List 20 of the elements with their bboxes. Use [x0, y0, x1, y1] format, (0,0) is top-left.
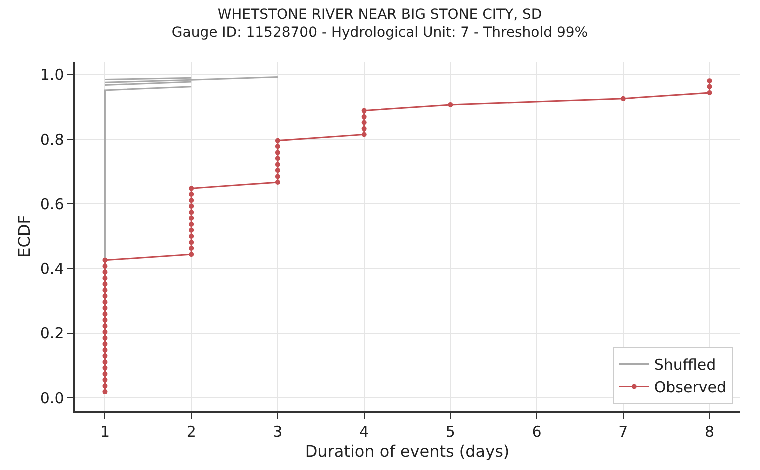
y-tick-label: 0.8 — [40, 130, 64, 149]
x-tick-label: 7 — [618, 422, 628, 441]
x-tick-label: 8 — [704, 422, 715, 441]
chart-subtitle: Gauge ID: 11528700 - Hydrological Unit: 7 - Threshold 99% — [172, 25, 588, 41]
x-tick-label: 4 — [360, 422, 370, 441]
legend-label: Observed — [654, 378, 727, 397]
x-tick-label: 3 — [273, 422, 283, 441]
x-axis-title: Duration of events (days) — [305, 442, 510, 461]
y-axis-title: ECDF — [14, 215, 34, 258]
x-tick-label: 5 — [446, 422, 456, 441]
legend-label: Shuffled — [654, 356, 716, 374]
chart-title: WHETSTONE RIVER NEAR BIG STONE CITY, SD — [218, 6, 542, 23]
y-tick-label: 1.0 — [40, 66, 64, 84]
y-tick-label: 0.0 — [40, 389, 64, 408]
x-tick-label: 6 — [532, 422, 542, 441]
y-tick-label: 0.6 — [40, 195, 64, 214]
y-tick-label: 0.4 — [40, 260, 64, 278]
x-tick-label: 2 — [186, 422, 196, 441]
x-tick-label: 1 — [100, 422, 110, 441]
y-tick-label: 0.2 — [40, 324, 64, 343]
